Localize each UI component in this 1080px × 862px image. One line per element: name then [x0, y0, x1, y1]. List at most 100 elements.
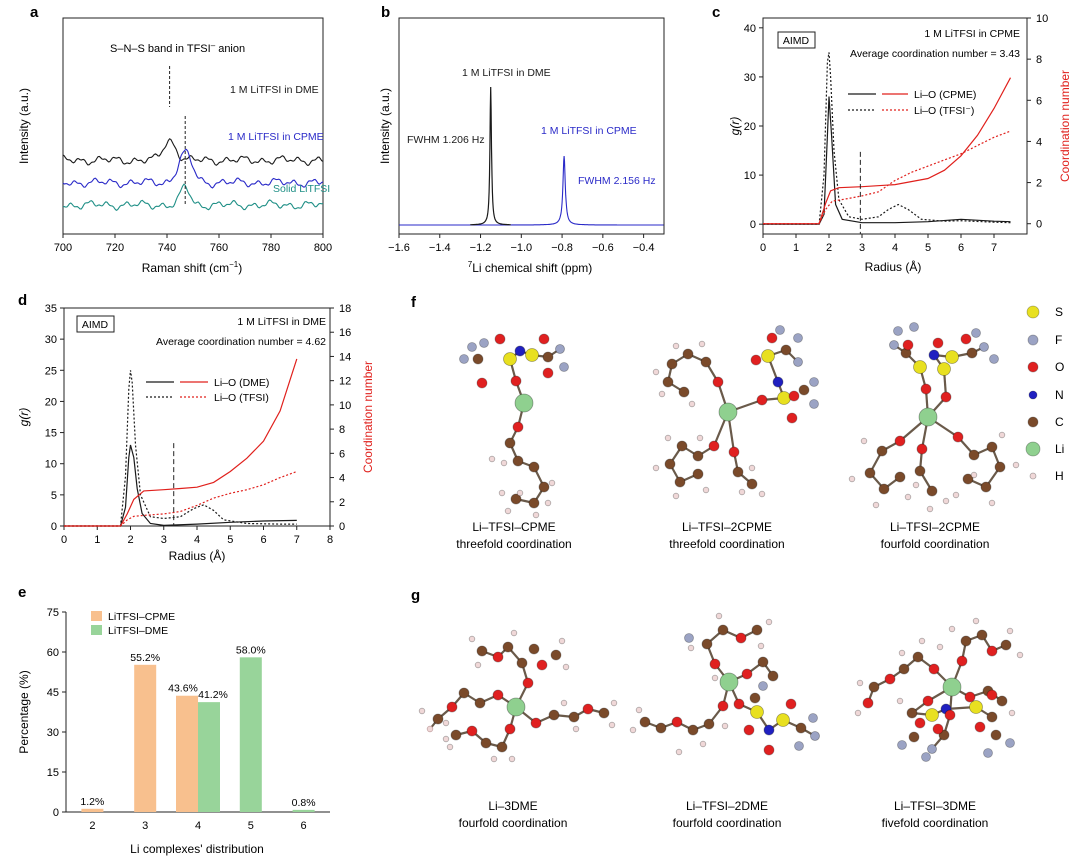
atom-C — [906, 707, 918, 719]
structure-f2-molecule — [662, 344, 803, 490]
atom-H — [896, 697, 904, 705]
atom-H — [562, 663, 570, 671]
atom-F — [794, 741, 804, 751]
atom-C — [548, 709, 560, 721]
atom-C — [674, 476, 686, 488]
y-tick-label: 40 — [744, 23, 756, 35]
x-tick-label: 0 — [61, 534, 67, 546]
atom-H — [652, 368, 660, 376]
structure-f2-name: Li–TFSI–2CPME — [682, 520, 772, 534]
atom-F — [971, 328, 981, 338]
atom-C — [986, 441, 998, 453]
aimd-label: AIMD — [783, 35, 810, 47]
atom-C — [894, 471, 906, 483]
atom-H — [418, 707, 426, 715]
bar-LiTFSI–CPME-4 — [176, 695, 198, 812]
y-tick-label: 10 — [45, 459, 57, 471]
panel-c-rdf-chart: 0 1 2 3 4 5 6 7 0 10 20 30 40 0 2 4 6 8 10 AIMD 1 M LiTFSI… — [728, 13, 1072, 274]
atom-O — [916, 443, 928, 455]
atom-O — [671, 716, 683, 728]
atom-F — [479, 338, 489, 348]
y-tick-label: 30 — [47, 727, 59, 739]
atom-H — [672, 492, 680, 500]
atom-C — [664, 458, 676, 470]
legend-atom-Li — [1025, 441, 1041, 457]
atom-C — [687, 724, 699, 736]
atom-O — [986, 689, 998, 701]
atom-C — [780, 344, 792, 356]
x-tick-label: 6 — [301, 820, 307, 832]
atom-F — [459, 354, 469, 364]
atom-Li — [918, 407, 938, 427]
atom-F — [775, 325, 785, 335]
atom-C — [994, 461, 1006, 473]
atom-O — [530, 717, 542, 729]
atom-C — [682, 348, 694, 360]
atom-O — [756, 394, 768, 406]
atom-S — [937, 362, 951, 376]
cn-curve-tfsi — [64, 470, 298, 527]
atom-C — [700, 356, 712, 368]
atom-C — [550, 649, 562, 661]
atom-O — [492, 689, 504, 701]
atom-C — [966, 347, 978, 359]
atom-O — [466, 725, 478, 737]
bar-LiTFSI–CPME-2 — [81, 808, 104, 812]
panel-letter-a: a — [30, 4, 39, 21]
y-axis-label: Intensity (a.u.) — [378, 88, 392, 164]
atom-C — [474, 697, 486, 709]
atom-O — [932, 337, 944, 349]
x-tick-label: 780 — [262, 242, 280, 254]
atom-N — [928, 349, 940, 361]
atom-O — [862, 697, 874, 709]
atom-H — [672, 342, 680, 350]
atom-O — [902, 339, 914, 351]
bar-value-label: 58.0% — [236, 644, 266, 656]
atom-O — [504, 723, 516, 735]
atom-H — [942, 497, 950, 505]
atom-O — [733, 698, 745, 710]
atom-H — [936, 643, 944, 651]
x-axis-label: Li complexes' distribution — [130, 842, 264, 856]
atom-H — [516, 489, 524, 497]
atom-C — [717, 624, 729, 636]
panel-letter-e: e — [18, 584, 26, 601]
atom-C — [767, 670, 779, 682]
atom-S — [945, 350, 959, 364]
atom-N — [763, 724, 775, 736]
x-tick-label: 2 — [826, 242, 832, 254]
atom-S — [776, 713, 790, 727]
atom-O — [884, 673, 896, 685]
x-tick-label: −1.0 — [510, 242, 532, 254]
atom-O — [956, 655, 968, 667]
y-tick-label: 35 — [45, 303, 57, 315]
x-tick-label: 760 — [210, 242, 228, 254]
atom-O — [743, 724, 755, 736]
y2-tick-label: 4 — [1036, 136, 1042, 148]
atom-H — [544, 499, 552, 507]
atom-H — [912, 481, 920, 489]
atom-F — [559, 362, 569, 372]
rdf-curve-tfsi — [64, 370, 297, 527]
atom-O — [964, 691, 976, 703]
structure-f2-coordination: threefold coordination — [669, 537, 784, 551]
atom-H — [446, 743, 454, 751]
atom-C — [502, 641, 514, 653]
legend-atom-label-O: O — [1055, 360, 1064, 374]
atom-S — [525, 348, 539, 362]
atom-O — [920, 383, 932, 395]
atom-H — [548, 479, 556, 487]
atom-S — [969, 700, 983, 714]
atom-Li — [718, 402, 738, 422]
x-axis-label: Radius (Å) — [169, 548, 226, 563]
atom-C — [432, 713, 444, 725]
x-tick-label: 5 — [248, 820, 254, 832]
atom-C — [926, 485, 938, 497]
atom-F — [809, 399, 819, 409]
atom-O — [763, 744, 775, 756]
atom-Li — [506, 697, 526, 717]
y2-tick-label: 2 — [1036, 178, 1042, 190]
atom-F — [810, 731, 820, 741]
y-tick-label: 20 — [744, 121, 756, 133]
